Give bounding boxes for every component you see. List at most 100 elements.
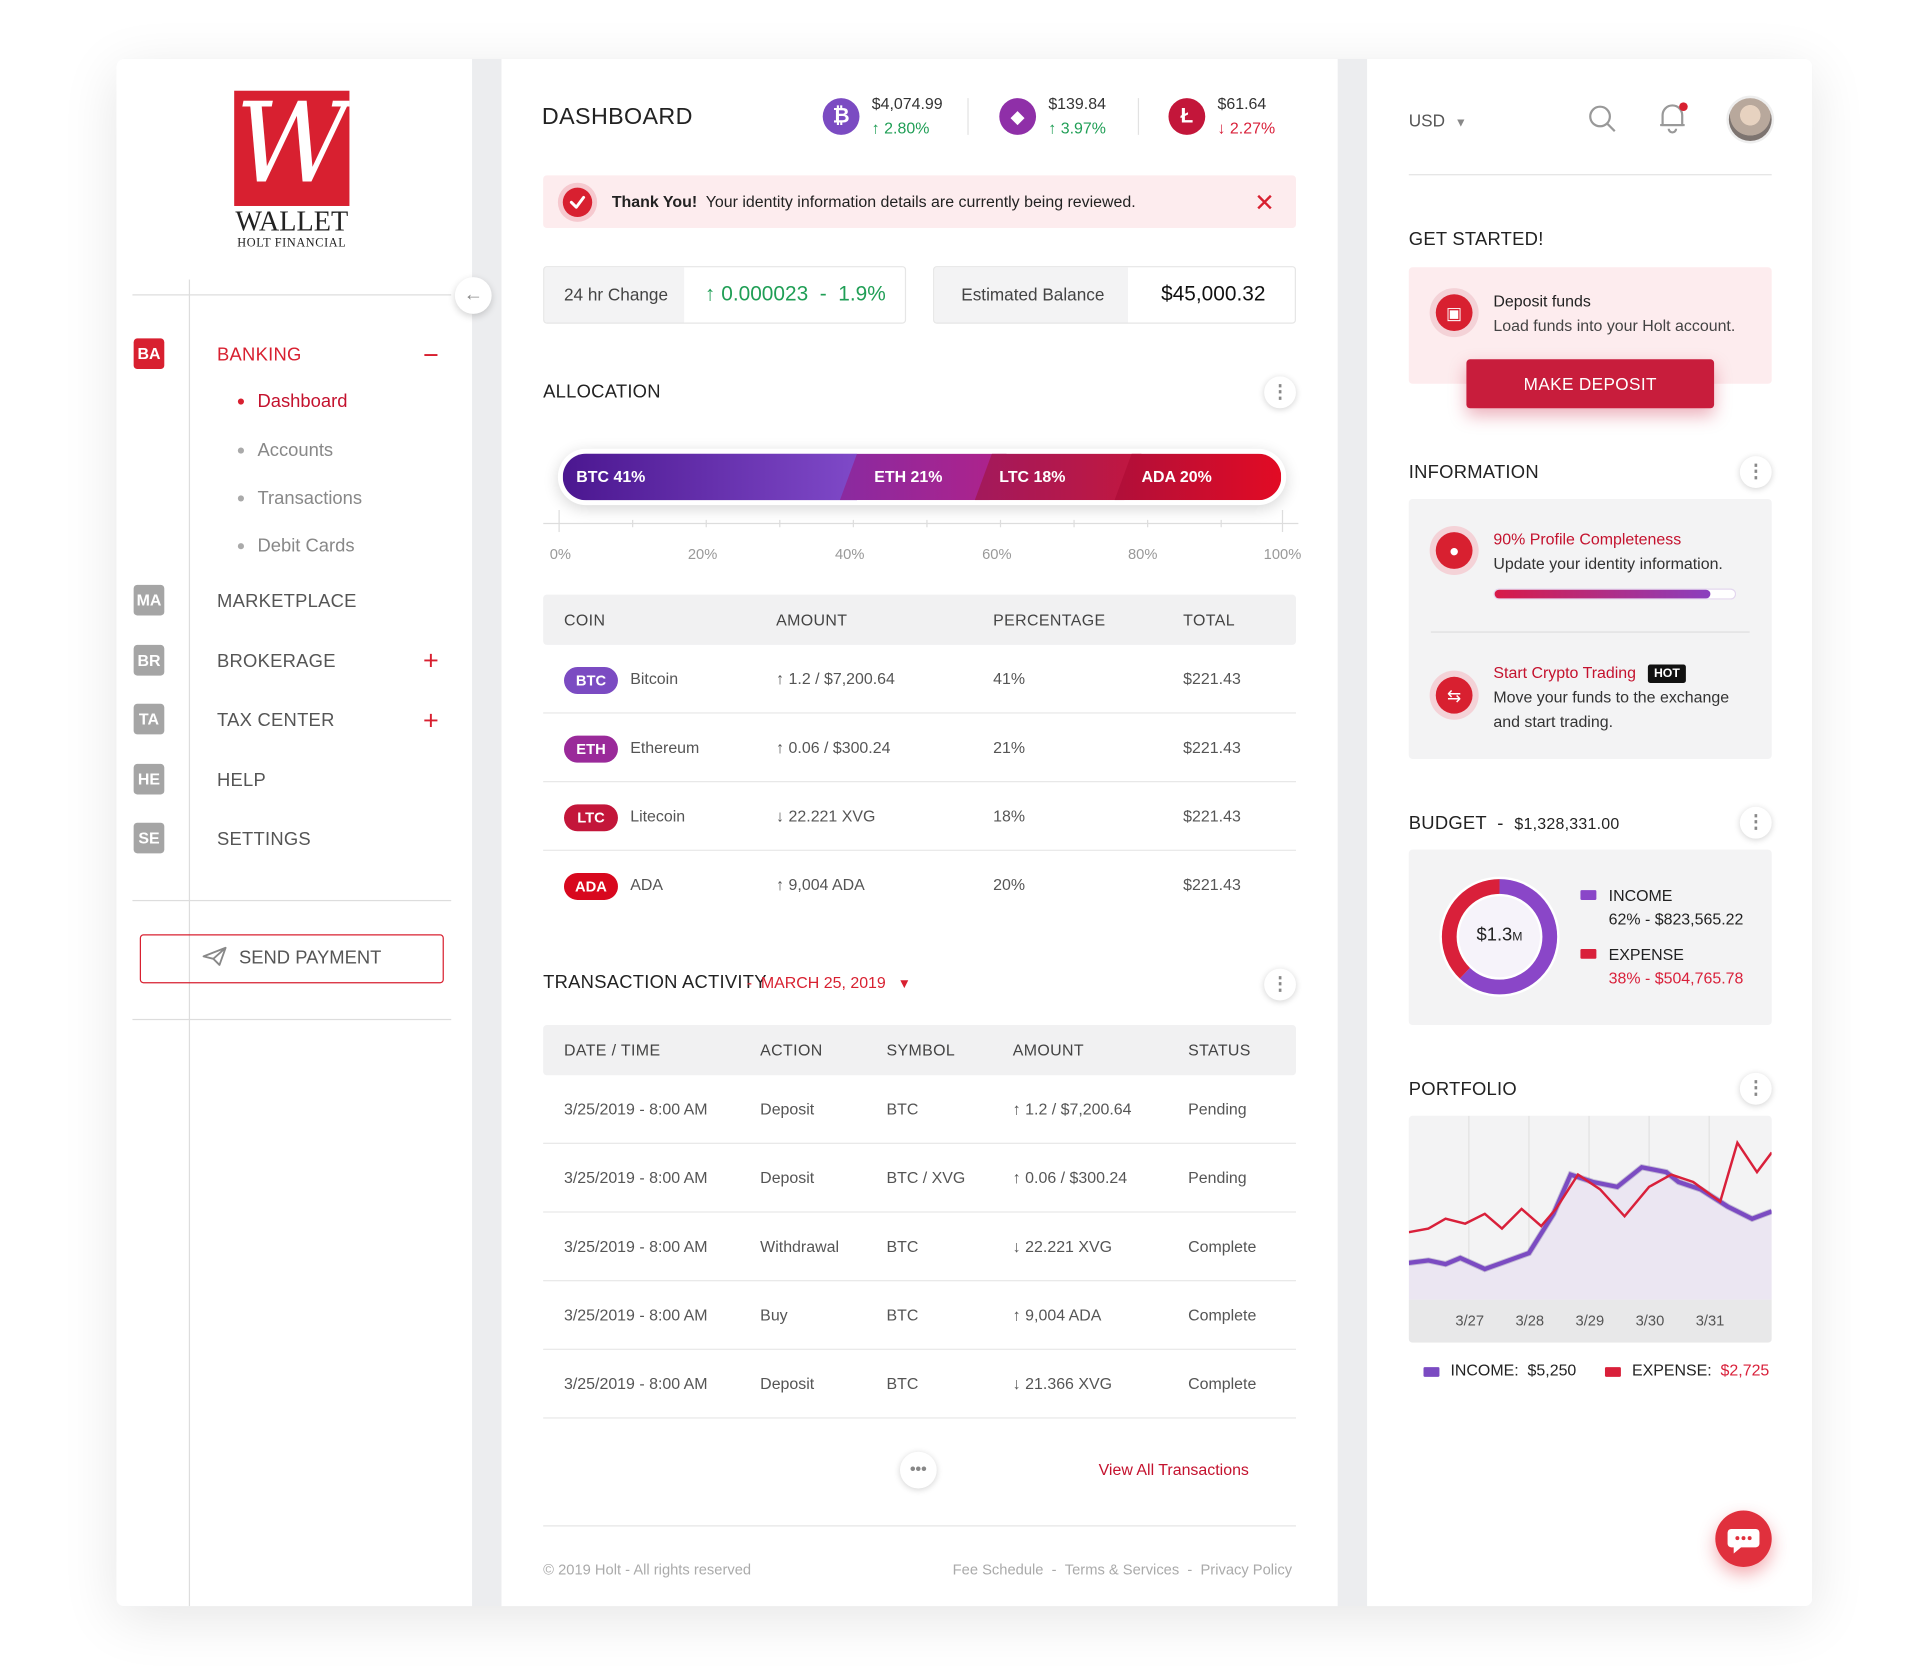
axis-label: 0% xyxy=(549,545,571,563)
logo-name: WALLET xyxy=(235,205,349,237)
footer-links: Fee Schedule - Terms & Services - Privac… xyxy=(952,1560,1293,1578)
col-amount: AMOUNT xyxy=(776,610,848,629)
date-filter[interactable]: - MARCH 25, 2019 ▼ xyxy=(746,973,911,992)
profile-text: Update your identity information. xyxy=(1493,554,1723,573)
table-row[interactable]: LTC Litecoin ↓ 22.221 XVG 18% $221.43 xyxy=(543,782,1296,851)
collapse-sidebar-button[interactable]: ← xyxy=(454,277,492,314)
avatar[interactable] xyxy=(1728,98,1772,142)
nav-badge-settings: SE xyxy=(133,822,165,854)
identity-alert: Thank You! Your identity information det… xyxy=(543,175,1296,229)
budget-title: BUDGET - $1,328,331.00 xyxy=(1408,812,1620,834)
nav-item-settings[interactable]: SETTINGS xyxy=(217,828,311,850)
tx-status: Pending xyxy=(1188,1168,1247,1187)
coin-amount: ↓ 22.221 XVG xyxy=(776,806,876,826)
alloc-seg-ada: ADA 20% xyxy=(1114,453,1282,501)
expand-tax-center-icon[interactable]: + xyxy=(423,705,439,736)
col-coin: COIN xyxy=(564,610,606,629)
ethereum-icon: ◆ xyxy=(999,98,1037,135)
alloc-seg-btc: BTC 41% xyxy=(562,453,858,501)
divider xyxy=(132,899,452,902)
nav-item-help[interactable]: HELP xyxy=(217,769,267,791)
sub-item-accounts[interactable]: Accounts xyxy=(237,440,333,461)
collapse-banking-icon[interactable]: − xyxy=(423,339,439,371)
nav-item-banking[interactable]: BANKING xyxy=(217,344,302,366)
portfolio-expense-legend: EXPENSE: $2,725 xyxy=(1631,1360,1770,1380)
tx-amount: ↑ 1.2 / $7,200.64 xyxy=(1012,1099,1132,1119)
tx-datetime: 3/25/2019 - 8:00 AM xyxy=(564,1099,708,1119)
ticker-ltc-price: $61.64 xyxy=(1217,94,1267,113)
tx-action: Deposit xyxy=(760,1099,815,1119)
income-label: INCOME xyxy=(1608,886,1673,905)
logo-mark: W xyxy=(235,90,349,206)
tx-amount: ↓ 21.366 XVG xyxy=(1012,1374,1113,1393)
col-action: ACTION xyxy=(760,1040,823,1060)
table-row[interactable]: ETH Ethereum ↑ 0.06 / $300.24 21% $221.4… xyxy=(543,714,1296,783)
bell-icon[interactable] xyxy=(1656,101,1688,135)
privacy-link[interactable]: Privacy Policy xyxy=(1200,1560,1293,1578)
transactions-menu-icon[interactable]: ⋮ xyxy=(1264,968,1296,1001)
close-icon[interactable]: ✕ xyxy=(1254,190,1275,218)
litecoin-icon: Ł xyxy=(1168,98,1206,135)
portfolio-menu-icon[interactable]: ⋮ xyxy=(1739,1072,1772,1105)
profile-title[interactable]: 90% Profile Completeness xyxy=(1493,529,1682,549)
x-label: 3/31 xyxy=(1695,1311,1725,1330)
table-row[interactable]: 3/25/2019 - 8:00 AM Withdrawal BTC ↓ 22.… xyxy=(543,1213,1296,1282)
divider xyxy=(132,294,452,296)
profile-progress xyxy=(1493,588,1737,600)
tx-amount: ↑ 0.06 / $300.24 xyxy=(1012,1168,1128,1187)
paper-plane-icon xyxy=(202,946,227,966)
col-datetime: DATE / TIME xyxy=(564,1040,661,1060)
table-row[interactable]: BTC Bitcoin ↑ 1.2 / $7,200.64 41% $221.4… xyxy=(543,645,1296,714)
send-payment-button[interactable]: SEND PAYMENT xyxy=(139,934,444,984)
load-more-icon[interactable]: ••• xyxy=(899,1451,937,1489)
table-row[interactable]: 3/25/2019 - 8:00 AM Buy BTC ↑ 9,004 ADA … xyxy=(543,1281,1296,1350)
allocation-menu-icon[interactable]: ⋮ xyxy=(1264,376,1296,409)
nav-badge-banking: BA xyxy=(133,338,165,370)
search-icon[interactable] xyxy=(1588,104,1617,133)
col-total: TOTAL xyxy=(1183,610,1235,629)
sidebar: W WALLET HOLT FINANCIAL BA BANKING − Das… xyxy=(116,58,473,1607)
nav-item-marketplace[interactable]: MARKETPLACE xyxy=(217,590,357,612)
sub-item-dashboard[interactable]: Dashboard xyxy=(237,391,347,412)
nav-item-brokerage[interactable]: BROKERAGE xyxy=(217,651,336,672)
currency-select[interactable]: USD ▼ xyxy=(1408,110,1467,130)
change-card: 24 hr Change ↑ 0.000023 - 1.9% xyxy=(543,266,907,324)
nav-badge-tax-center: TA xyxy=(133,703,165,735)
axis-label: 100% xyxy=(1263,545,1302,563)
allocation-axis xyxy=(543,510,1299,533)
table-row[interactable]: ADA ADA ↑ 9,004 ADA 20% $221.43 xyxy=(543,851,1296,920)
col-amount: AMOUNT xyxy=(1012,1040,1085,1060)
main-panel: DASHBOARD ₿ $4,074.99 ↑ 2.80% ◆ $139.84 … xyxy=(501,58,1338,1607)
sub-item-transactions[interactable]: Transactions xyxy=(237,488,362,509)
table-row[interactable]: 3/25/2019 - 8:00 AM Deposit BTC / XVG ↑ … xyxy=(543,1144,1296,1213)
terms-link[interactable]: Terms & Services xyxy=(1064,1560,1180,1578)
change-label: 24 hr Change xyxy=(544,267,685,323)
table-row[interactable]: 3/25/2019 - 8:00 AM Deposit BTC ↓ 21.366… xyxy=(543,1350,1296,1419)
logo[interactable]: W xyxy=(234,90,350,206)
budget-card: $1.3M INCOME 62% - $823,565.22 EXPENSE 3… xyxy=(1408,849,1772,1026)
fee-schedule-link[interactable]: Fee Schedule xyxy=(952,1560,1044,1578)
tx-action: Buy xyxy=(760,1305,788,1325)
tx-action: Deposit xyxy=(760,1168,815,1187)
table-row[interactable]: 3/25/2019 - 8:00 AM Deposit BTC ↑ 1.2 / … xyxy=(543,1075,1296,1144)
sub-item-debit-cards[interactable]: Debit Cards xyxy=(237,536,355,557)
portfolio-title: PORTFOLIO xyxy=(1408,1078,1517,1100)
information-menu-icon[interactable]: ⋮ xyxy=(1739,456,1772,488)
chat-button[interactable] xyxy=(1715,1510,1772,1567)
axis-label: 20% xyxy=(687,545,718,563)
coin-total: $221.43 xyxy=(1183,738,1241,757)
alloc-seg-ltc: LTC 18% xyxy=(975,454,1142,501)
exchange-icon: ⇆ xyxy=(1435,676,1473,714)
expand-brokerage-icon[interactable]: + xyxy=(423,644,439,676)
trading-title[interactable]: Start Crypto Trading HOT xyxy=(1493,663,1686,683)
axis-label: 40% xyxy=(834,545,865,563)
view-all-transactions-link[interactable]: View All Transactions xyxy=(1098,1460,1249,1479)
income-value: 62% - $823,565.22 xyxy=(1608,909,1744,929)
donut-expense-arc xyxy=(1441,879,1558,995)
chat-icon xyxy=(1727,1528,1760,1554)
nav-item-tax-center[interactable]: TAX CENTER xyxy=(217,709,335,731)
tx-status: Complete xyxy=(1188,1237,1257,1256)
budget-menu-icon[interactable]: ⋮ xyxy=(1739,806,1772,839)
make-deposit-button[interactable]: MAKE DEPOSIT xyxy=(1466,359,1715,409)
axis-label: 60% xyxy=(982,545,1012,563)
